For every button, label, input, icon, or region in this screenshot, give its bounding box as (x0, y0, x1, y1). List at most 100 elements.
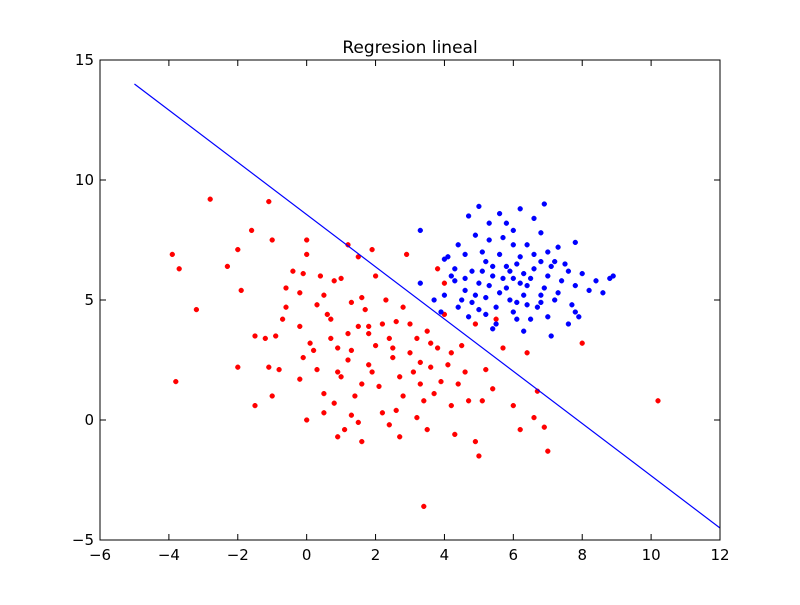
y-tick-label: 5 (84, 291, 94, 309)
data-point (304, 237, 310, 243)
data-point (610, 273, 616, 279)
data-point (490, 263, 496, 270)
data-point (266, 198, 272, 205)
data-point (569, 302, 575, 308)
data-point (655, 398, 661, 404)
data-point (359, 381, 365, 387)
data-point (538, 292, 544, 298)
data-point (538, 230, 544, 236)
x-tick-label: 4 (440, 546, 450, 564)
data-point (341, 426, 348, 433)
data-point (514, 299, 520, 306)
data-point (421, 398, 427, 404)
data-point (304, 417, 310, 423)
x-tick-label: −2 (227, 546, 249, 564)
data-point (548, 333, 554, 339)
data-point (438, 309, 444, 315)
data-point (235, 364, 241, 370)
data-point (262, 335, 268, 342)
data-point (521, 328, 527, 334)
data-point (490, 273, 496, 279)
data-point (538, 299, 544, 306)
data-point (459, 297, 465, 303)
data-point (345, 330, 351, 337)
data-point (500, 345, 506, 351)
data-point (417, 381, 423, 387)
data-point (386, 335, 392, 342)
data-point (524, 302, 530, 308)
data-point (331, 278, 337, 284)
data-point (483, 366, 489, 373)
data-point (486, 237, 492, 243)
data-point (445, 254, 451, 260)
data-point (514, 316, 520, 322)
data-point (517, 426, 523, 433)
data-point (297, 290, 303, 296)
data-point (397, 434, 403, 440)
data-point (335, 369, 341, 375)
data-point (493, 321, 499, 327)
data-point (531, 251, 537, 258)
data-point (173, 378, 179, 385)
data-point (314, 302, 320, 308)
data-point (565, 321, 572, 327)
data-point (503, 285, 510, 291)
x-tick-label: 0 (302, 546, 312, 564)
data-point (527, 316, 534, 322)
data-point (462, 275, 468, 282)
data-point (507, 268, 513, 274)
data-point (414, 335, 420, 342)
data-point (455, 304, 461, 310)
data-point (279, 316, 286, 322)
data-point (517, 206, 523, 212)
data-point (283, 285, 289, 291)
data-point (321, 292, 327, 298)
data-point (510, 242, 516, 248)
data-point (273, 333, 279, 339)
data-point (369, 246, 375, 253)
data-point (538, 258, 544, 265)
data-point (510, 275, 516, 282)
data-point (462, 287, 468, 294)
data-point (465, 314, 472, 320)
data-point (441, 280, 448, 286)
data-point (555, 244, 561, 250)
data-point (438, 378, 444, 385)
data-point (483, 294, 489, 301)
x-tick-label: −4 (158, 546, 180, 564)
data-point (390, 354, 396, 361)
data-point (496, 290, 503, 296)
data-point (300, 270, 306, 277)
data-point (531, 414, 537, 421)
data-point (465, 398, 472, 404)
data-point (455, 381, 461, 387)
data-point (531, 266, 537, 272)
data-point (348, 412, 355, 418)
data-point (359, 294, 365, 301)
data-point (576, 314, 582, 320)
data-point (397, 374, 403, 380)
data-point (448, 273, 454, 279)
data-point (369, 369, 375, 375)
data-point (531, 215, 537, 222)
data-point (321, 390, 327, 397)
data-point (510, 309, 516, 315)
data-point (490, 386, 496, 392)
data-point (362, 306, 368, 313)
data-point (448, 402, 454, 409)
data-point (496, 210, 503, 217)
data-point (386, 422, 392, 428)
data-point (417, 280, 423, 286)
data-point (490, 326, 496, 332)
data-point (317, 273, 324, 279)
data-point (562, 261, 568, 267)
data-point (345, 357, 351, 363)
data-point (248, 227, 255, 234)
data-point (338, 374, 344, 380)
data-point (331, 400, 337, 406)
x-tick-label: 8 (577, 546, 587, 564)
data-point (393, 318, 399, 325)
x-tick-label: −6 (89, 546, 111, 564)
data-point (479, 249, 485, 255)
